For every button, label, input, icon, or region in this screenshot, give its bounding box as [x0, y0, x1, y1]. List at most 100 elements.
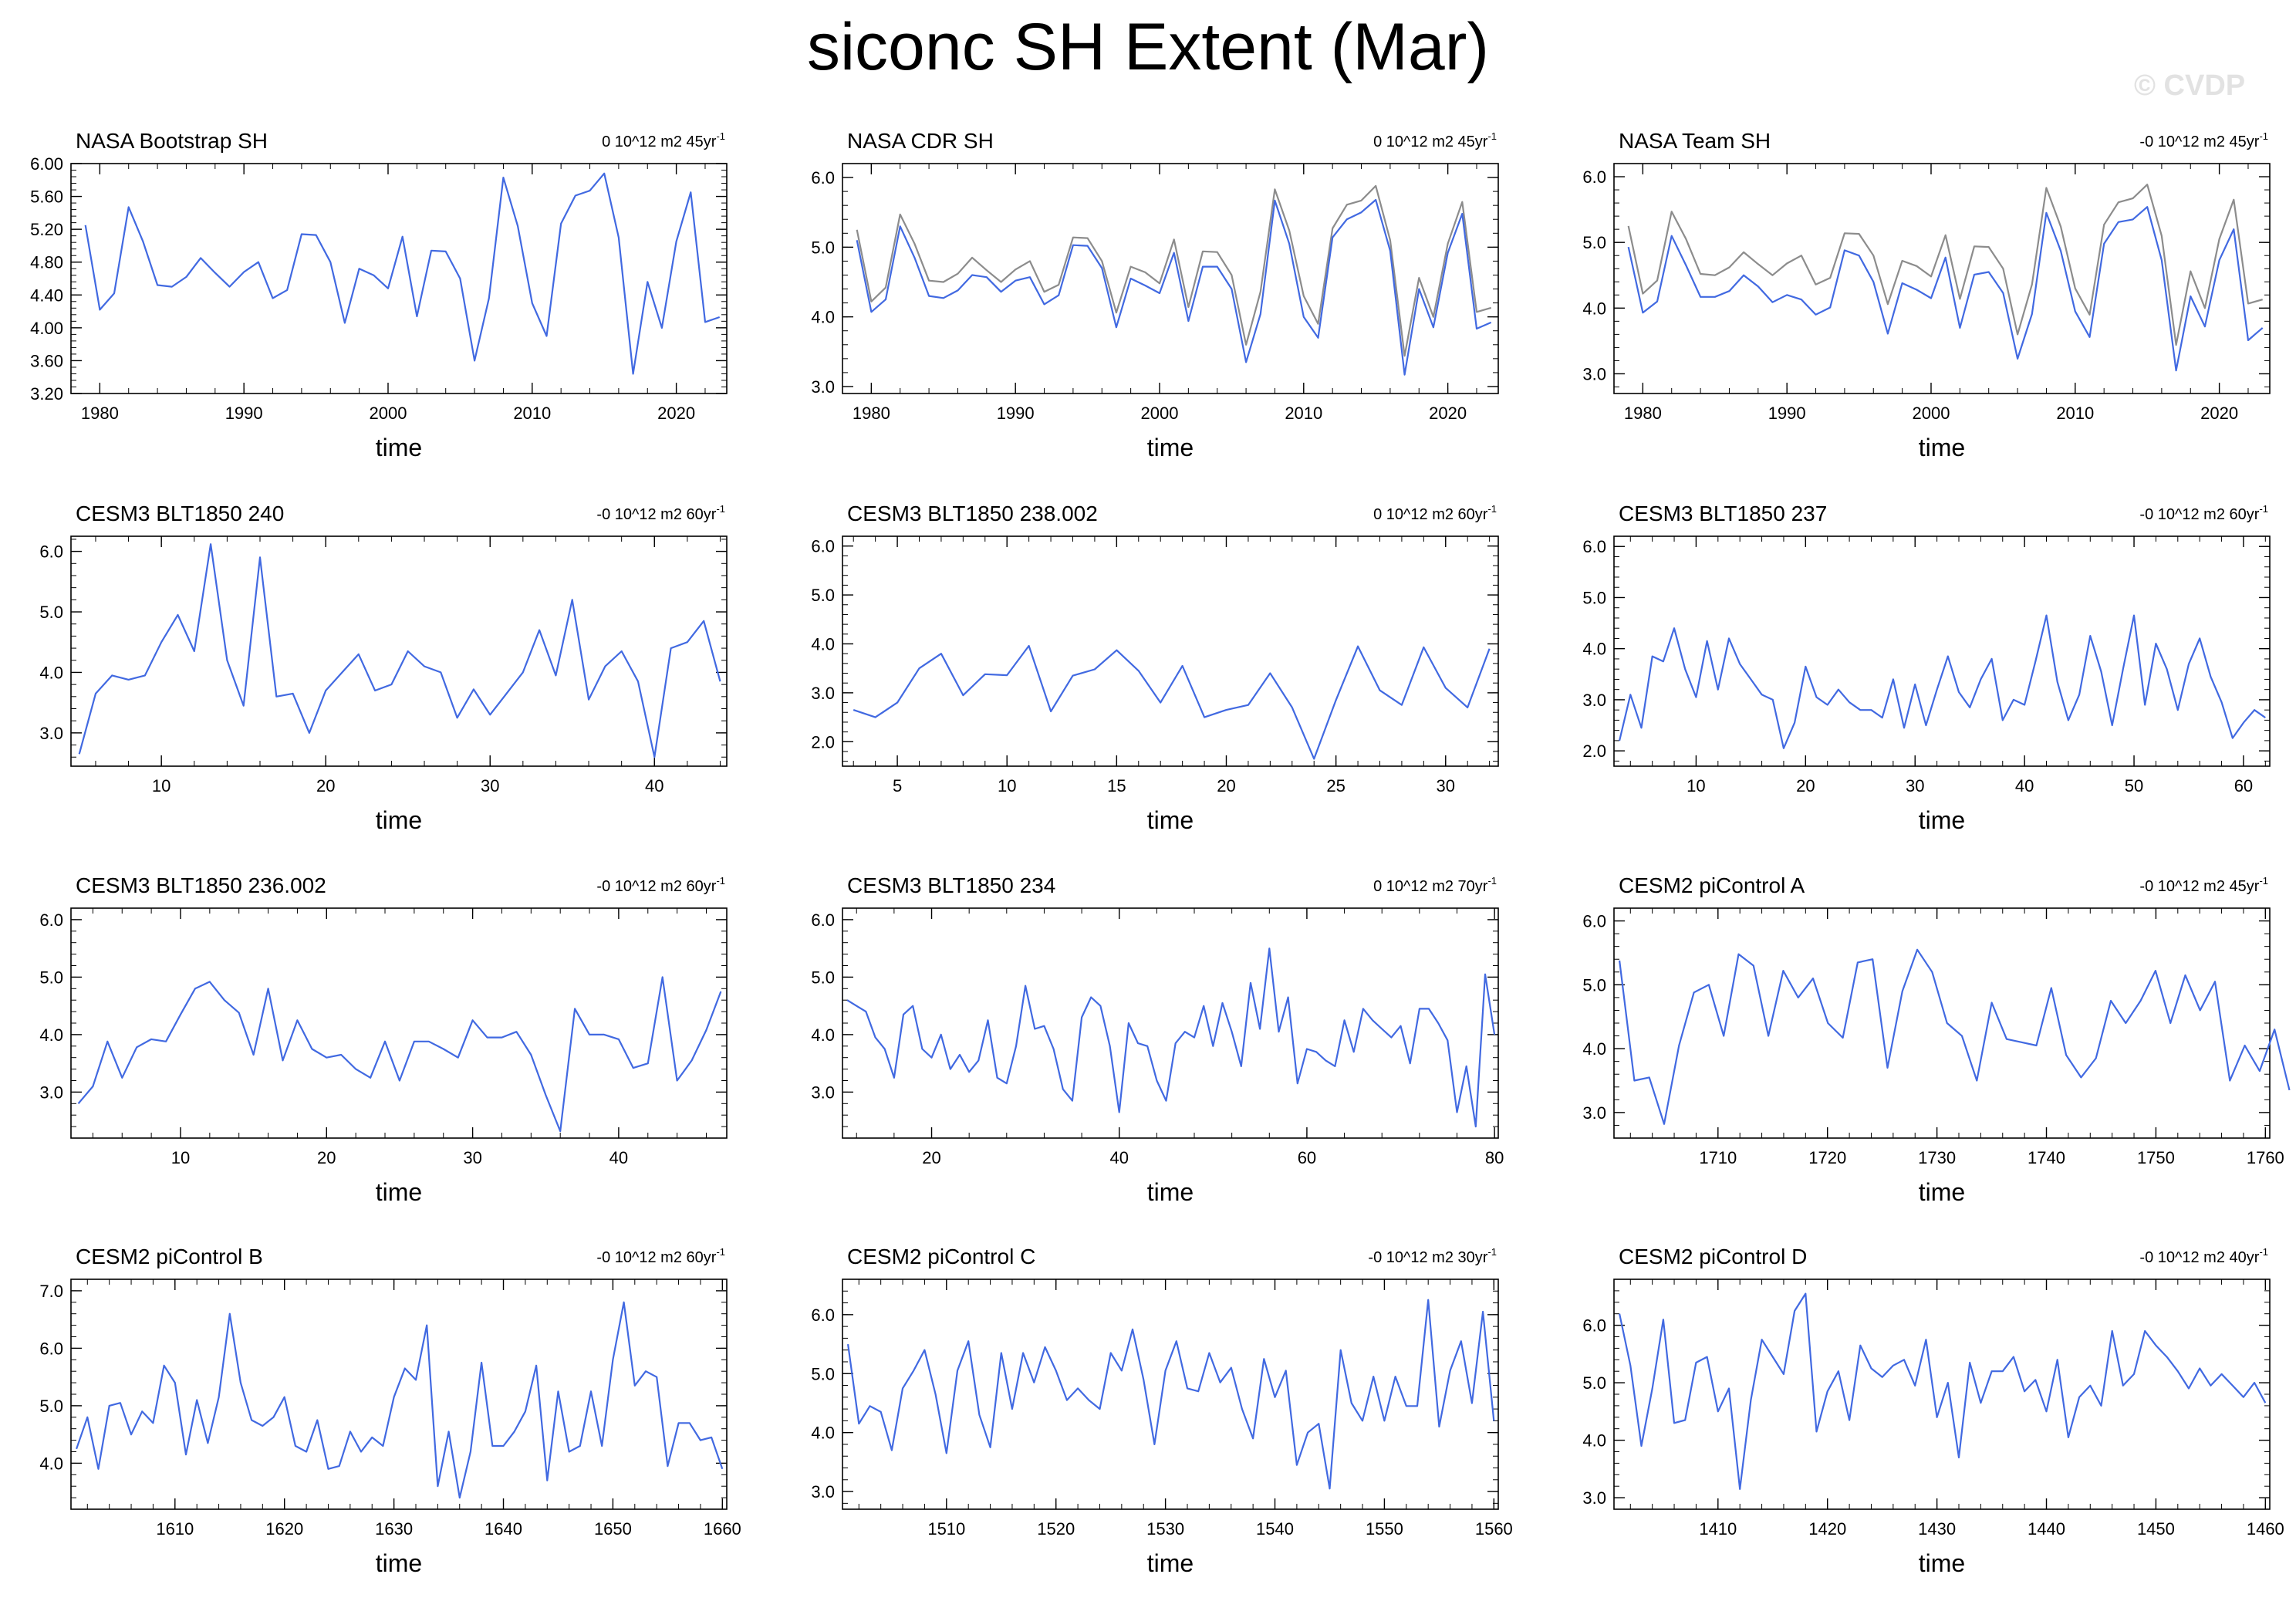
- trend-value: -0 10^12 m2 60yr: [596, 878, 716, 895]
- x-tick-label: 2020: [657, 404, 695, 423]
- panel-title: NASA Bootstrap SH: [76, 129, 268, 153]
- trend-value: 0 10^12 m2 45yr: [602, 133, 717, 150]
- y-tick-label: 5.0: [811, 586, 835, 605]
- x-tick-label: 30: [463, 1148, 481, 1167]
- plot-frame: [842, 1279, 1499, 1510]
- y-tick-label: 6.0: [1582, 1316, 1606, 1336]
- x-tick-label: 20: [922, 1148, 940, 1167]
- x-tick-label: 15: [1107, 776, 1126, 795]
- x-tick-label: 40: [2015, 776, 2034, 795]
- plot-frame: [842, 907, 1499, 1139]
- x-tick-label: 5: [893, 776, 902, 795]
- x-tick-label: 40: [645, 776, 663, 795]
- y-tick-label: 4.80: [30, 253, 63, 272]
- y-tick-label: 5.0: [1582, 1373, 1606, 1393]
- plot-frame: [70, 163, 728, 394]
- y-tick-label: 4.0: [1582, 299, 1606, 318]
- y-tick-label: 3.0: [1582, 1103, 1606, 1123]
- y-tick-label: 4.00: [30, 319, 63, 338]
- x-tick-label: 10: [171, 1148, 190, 1167]
- trend-value: -0 10^12 m2 60yr: [2139, 506, 2259, 523]
- x-tick-label: 40: [609, 1148, 628, 1167]
- x-tick-label: 30: [1906, 776, 1924, 795]
- x-tick-label: 1640: [485, 1519, 522, 1539]
- y-tick-label: 4.40: [30, 285, 63, 305]
- panel-title: NASA CDR SH: [847, 129, 994, 153]
- y-tick-label: 3.0: [1582, 364, 1606, 383]
- x-tick-label: 2020: [2200, 404, 2238, 423]
- x-tick-label: 2020: [1429, 404, 1467, 423]
- plot-frame: [70, 1279, 728, 1510]
- x-tick-label: 1760: [2247, 1148, 2284, 1167]
- y-tick-label: 5.0: [811, 968, 835, 987]
- trend-exponent: -1: [2259, 130, 2268, 142]
- panel-title: CESM3 BLT1850 238.002: [847, 502, 1098, 525]
- y-tick-label: 4.0: [811, 634, 835, 654]
- x-tick-label: 1550: [1366, 1519, 1403, 1539]
- panel-title: CESM3 BLT1850 240: [76, 502, 284, 525]
- x-tick-label: 10: [152, 776, 171, 795]
- panel-title: CESM3 BLT1850 237: [1619, 502, 1827, 525]
- trend-value: -0 10^12 m2 40yr: [2139, 1249, 2259, 1266]
- trend-value: 0 10^12 m2 60yr: [1373, 506, 1488, 523]
- x-tick-label: 30: [1437, 776, 1455, 795]
- x-tick-label: 10: [998, 776, 1016, 795]
- x-tick-label: 20: [1796, 776, 1815, 795]
- x-tick-label: 1520: [1037, 1519, 1075, 1539]
- plot-frame: [70, 907, 728, 1139]
- x-axis-label: time: [376, 434, 422, 461]
- x-tick-label: 1450: [2137, 1519, 2175, 1539]
- trend-exponent: -1: [1487, 130, 1497, 142]
- x-axis-label: time: [1147, 1549, 1194, 1577]
- series-line: [856, 198, 1492, 376]
- y-tick-label: 5.0: [39, 603, 63, 622]
- trend-label: -0 10^12 m2 45yr-1: [2139, 875, 2268, 895]
- x-tick-label: 1430: [1918, 1519, 1956, 1539]
- x-tick-label: 1420: [1808, 1519, 1846, 1539]
- x-tick-label: 1540: [1256, 1519, 1294, 1539]
- x-axis-label: time: [1919, 806, 1965, 834]
- trend-label: 0 10^12 m2 45yr-1: [1373, 130, 1497, 150]
- y-tick-label: 3.0: [39, 1083, 63, 1102]
- x-tick-label: 60: [1298, 1148, 1316, 1167]
- series-line: [77, 976, 722, 1133]
- chart-panel: CESM3 BLT1850 236.002 -0 10^12 m2 60yr-1 3…: [39, 873, 728, 1206]
- trend-exponent: -1: [716, 503, 725, 515]
- trend-exponent: -1: [2259, 875, 2268, 887]
- series-line: [846, 947, 1496, 1128]
- x-tick-label: 2000: [1141, 404, 1179, 423]
- series-line: [76, 1301, 724, 1499]
- y-tick-label: 4.0: [39, 1025, 63, 1045]
- trend-value: 0 10^12 m2 45yr: [1373, 133, 1488, 150]
- y-tick-label: 5.0: [1582, 975, 1606, 995]
- x-tick-label: 60: [2234, 776, 2253, 795]
- x-tick-label: 20: [1217, 776, 1235, 795]
- trend-label: -0 10^12 m2 40yr-1: [2139, 1246, 2268, 1266]
- y-tick-label: 6.0: [1582, 537, 1606, 556]
- x-tick-label: 1620: [265, 1519, 303, 1539]
- chart-panel: CESM3 BLT1850 238.002 0 10^12 m2 60yr-1 2.…: [811, 502, 1499, 834]
- x-tick-label: 20: [317, 1148, 336, 1167]
- x-tick-label: 30: [481, 776, 499, 795]
- y-tick-label: 3.20: [30, 384, 63, 404]
- y-tick-label: 3.0: [811, 684, 835, 703]
- y-tick-label: 4.0: [811, 308, 835, 327]
- x-tick-label: 1990: [997, 404, 1035, 423]
- series-line: [1619, 614, 2266, 749]
- trend-label: -0 10^12 m2 30yr-1: [1368, 1246, 1497, 1266]
- x-tick-label: 20: [316, 776, 335, 795]
- x-axis-label: time: [1147, 806, 1194, 834]
- cvdp-watermark: © CVDP: [2134, 69, 2246, 102]
- chart-panel: CESM2 piControl A -0 10^12 m2 45yr-1 3.0 4.…: [1582, 873, 2291, 1206]
- x-tick-label: 2000: [1913, 404, 1950, 423]
- x-axis-label: time: [1147, 434, 1194, 461]
- trend-exponent: -1: [2259, 503, 2268, 515]
- panel-title: CESM2 piControl B: [76, 1245, 263, 1268]
- y-tick-label: 6.0: [1582, 912, 1606, 931]
- trend-label: 0 10^12 m2 60yr-1: [1373, 503, 1497, 523]
- panel-title: CESM3 BLT1850 234: [847, 873, 1055, 897]
- plot-frame: [1613, 907, 2271, 1139]
- y-tick-label: 6.0: [39, 910, 63, 930]
- y-tick-label: 5.0: [39, 1397, 63, 1416]
- x-tick-label: 25: [1326, 776, 1345, 795]
